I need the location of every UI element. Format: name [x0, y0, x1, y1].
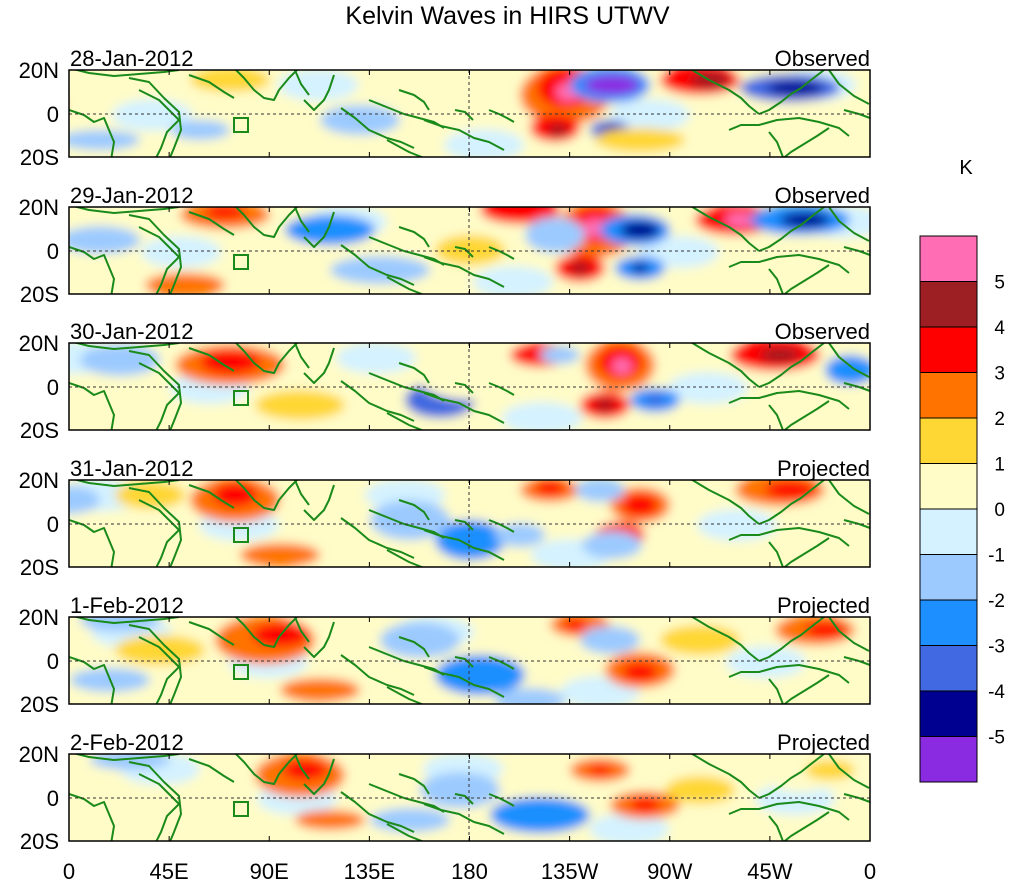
lat-label: 20S: [20, 418, 59, 443]
map-panel-5: 1-Feb-2012 Projected 20N 0 20S: [19, 593, 871, 717]
lat-label: 0: [47, 512, 59, 537]
lat-label: 20N: [19, 605, 59, 630]
colorbar-unit: K: [959, 157, 973, 179]
colorbar-tick-label: 4: [994, 318, 1005, 339]
map-panel-2: 29-Jan-2012 Observed 20N 0 20S: [19, 183, 871, 307]
panel-date: 31-Jan-2012: [70, 456, 194, 481]
lat-label: 20S: [20, 555, 59, 580]
lat-label: 0: [47, 102, 59, 127]
lat-label: 0: [47, 649, 59, 674]
lat-label: 20S: [20, 282, 59, 307]
panel-status: Projected: [777, 456, 870, 481]
colorbar-tick-label: -5: [988, 728, 1005, 749]
lon-label: 135E: [344, 859, 395, 884]
lat-label: 0: [47, 239, 59, 264]
colorbar-swatch: [919, 326, 978, 373]
colorbar-swatch: [919, 645, 978, 692]
lat-label: 20N: [19, 195, 59, 220]
lat-label: 20N: [19, 742, 59, 767]
colorbar-tick-label: 5: [994, 273, 1005, 294]
lon-label: 90W: [647, 859, 692, 884]
colorbar-swatch: [919, 281, 978, 328]
lat-label: 20N: [19, 331, 59, 356]
figure-title: Kelvin Waves in HIRS UTWV: [345, 2, 670, 30]
colorbar-swatch: [919, 599, 978, 646]
lon-label: 135W: [541, 859, 599, 884]
panel-date: 28-Jan-2012: [70, 46, 194, 71]
map-panel-4: 31-Jan-2012 Projected 20N 0 20S: [19, 456, 871, 580]
colorbar-swatch: [919, 508, 978, 555]
colorbar-swatch: [919, 736, 978, 783]
colorbar-swatch: [919, 554, 978, 601]
lat-label: 20S: [20, 692, 59, 717]
map-panel-6: 2-Feb-2012 Projected 20N 0 20S: [19, 730, 871, 854]
colorbar-tick-label: 2: [994, 409, 1005, 430]
lon-label: 45E: [150, 859, 189, 884]
colorbar-swatch: [919, 372, 978, 419]
lon-label: 0: [63, 859, 75, 884]
panel-date: 2-Feb-2012: [70, 730, 184, 755]
colorbar-tick-label: -4: [988, 682, 1005, 703]
panel-date: 29-Jan-2012: [70, 183, 194, 208]
colorbar-tick-label: 1: [994, 455, 1005, 476]
colorbar-swatch: [919, 235, 978, 282]
lat-label: 20S: [20, 829, 59, 854]
lon-label: 0: [864, 859, 876, 884]
lon-label: 45W: [747, 859, 792, 884]
panel-date: 30-Jan-2012: [70, 319, 194, 344]
lat-label: 0: [47, 786, 59, 811]
panel-status: Projected: [777, 593, 870, 618]
lat-label: 20N: [19, 468, 59, 493]
panel-status: Observed: [775, 319, 870, 344]
map-panel-3: 30-Jan-2012 Observed 20N 0 20S: [19, 319, 871, 443]
colorbar-swatch: [919, 417, 978, 464]
panel-status: Projected: [777, 730, 870, 755]
panel-date: 1-Feb-2012: [70, 593, 184, 618]
lon-label: 90E: [250, 859, 289, 884]
lat-label: 0: [47, 375, 59, 400]
colorbar: 5 4 3 2 1 0 -1 -2 -3 -4 -5 K: [919, 157, 1005, 783]
panel-status: Observed: [775, 183, 870, 208]
colorbar-tick-label: 0: [994, 500, 1005, 521]
colorbar-swatch: [919, 690, 978, 737]
colorbar-tick-label: -1: [988, 546, 1005, 567]
map-panel-1: 28-Jan-2012 Observed 20N 0 20S: [19, 46, 871, 170]
panel-status: Observed: [775, 46, 870, 71]
lon-label: 180: [451, 859, 488, 884]
lat-label: 20S: [20, 145, 59, 170]
colorbar-tick-label: -2: [988, 591, 1005, 612]
colorbar-tick-label: -3: [988, 637, 1005, 658]
colorbar-swatch: [919, 463, 978, 510]
colorbar-tick-label: 3: [994, 364, 1005, 385]
lat-label: 20N: [19, 58, 59, 83]
